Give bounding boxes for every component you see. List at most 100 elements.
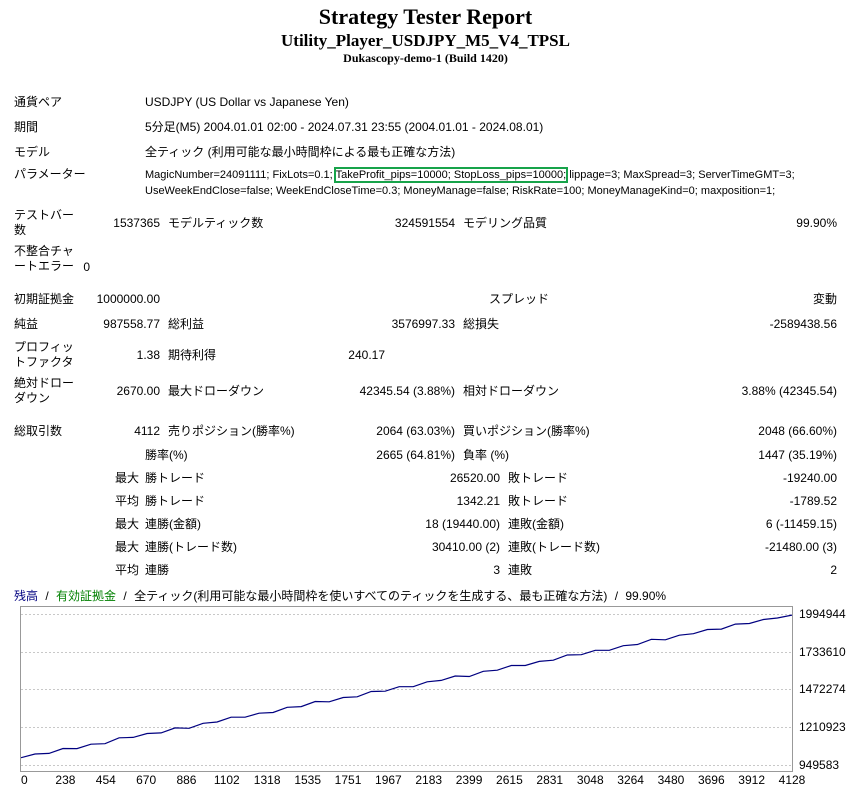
- ticks-label: モデルティック数: [168, 215, 264, 230]
- x-axis-tick-label: 238: [55, 773, 76, 787]
- average-profit-value: 1342.21: [456, 494, 500, 508]
- balance-chart-section: 残高 / 有効証拠金 / 全ティック(利用可能な最小時間枠を使いすべてのティック…: [14, 588, 851, 788]
- largest-loss-label: 敗トレード: [508, 471, 569, 485]
- x-axis-tick-label: 2399: [455, 773, 483, 787]
- profit-trades-value: 2665 (64.81%): [376, 447, 455, 462]
- row-drawdown: 絶対ドローダウン 2670.00 最大ドローダウン 42345.54 (3.88…: [14, 373, 837, 409]
- balance-chart: 949583 1210923 1472274 1733610 1994944 0 238 4…: [10, 606, 851, 788]
- legend-model-label: 全ティック(利用可能な最小時間枠を使いすべてのティックを生成する、最も正確な方法…: [134, 589, 608, 603]
- consec-wins-count-label: 連勝(トレード数): [145, 540, 237, 554]
- x-axis-labels: 0 238 454 670 886 1102 1318 1535 1751 1967 2183 239…: [20, 773, 805, 788]
- x-axis-tick-label: 3048: [576, 773, 604, 787]
- x-axis-tick-label: 3480: [657, 773, 685, 787]
- row-avg-consecutive: 平均 連勝 3 連敗 2: [14, 559, 837, 582]
- avgconsec-qualifier: 平均: [115, 563, 140, 577]
- x-axis-tick-label: 1318: [253, 773, 281, 787]
- model-value: 全ティック (利用可能な最小時間枠による最も正確な方法): [145, 145, 456, 159]
- total-trades-label: 総取引数: [14, 423, 63, 438]
- gross-loss-label: 総損失: [463, 317, 500, 331]
- mismatch-value: 0: [83, 260, 90, 274]
- ticks-value: 324591554: [394, 215, 455, 230]
- quality-label: モデリング品質: [463, 215, 548, 230]
- long-positions-label: 買いポジション(勝率%): [463, 423, 590, 438]
- row-profit-factor: プロフィットファクタ 1.38 期待利得 240.17: [14, 337, 837, 373]
- average-qualifier: 平均: [115, 494, 140, 508]
- x-axis-tick-label: 3696: [697, 773, 725, 787]
- balance-line: [20, 614, 793, 759]
- x-axis-tick-label: 0: [21, 773, 28, 787]
- row-model: モデル 全ティック (利用可能な最小時間枠による最も正確な方法): [14, 140, 837, 165]
- symbol-label: 通貨ペア: [14, 95, 63, 109]
- model-label: モデル: [14, 145, 51, 159]
- consec-wins-count-value: 30410.00 (2): [431, 540, 500, 554]
- consec-losses-amount-label: 連敗(金額): [508, 517, 564, 531]
- row-average-trade: 平均 勝トレード 1342.21 敗トレード -1789.52: [14, 490, 837, 513]
- x-axis-tick-label: 3912: [738, 773, 766, 787]
- server-build: Dukascopy-demo-1 (Build 1420): [343, 51, 508, 65]
- average-loss-value: -1789.52: [789, 494, 837, 508]
- largest-loss-value: -19240.00: [782, 471, 837, 485]
- row-max-consecutive-amount: 最大 連勝(金額) 18 (19440.00) 連敗(金額) 6 (-11459…: [14, 513, 837, 536]
- chart-legend: 残高 / 有効証拠金 / 全ティック(利用可能な最小時間枠を使いすべてのティック…: [14, 588, 851, 605]
- x-axis-tick-label: 2183: [415, 773, 443, 787]
- quality-value: 99.90%: [796, 215, 837, 230]
- x-axis-tick-label: 2615: [496, 773, 523, 787]
- avg-consec-losses-value: 2: [830, 563, 837, 577]
- row-symbol: 通貨ペア USDJPY (US Dollar vs Japanese Yen): [14, 90, 837, 115]
- profit-trades-label: 勝率(%): [145, 447, 188, 462]
- abs-drawdown-label: 絶対ドローダウン: [14, 376, 75, 405]
- parameters-label: パラメーター: [14, 167, 86, 181]
- consec-losses-count-label: 連敗(トレード数): [508, 540, 600, 554]
- legend-equity-label: 有効証拠金: [56, 589, 117, 603]
- report-table: 通貨ペア USDJPY (US Dollar vs Japanese Yen) …: [14, 90, 837, 582]
- legend-separator: /: [614, 589, 619, 603]
- parameters-value: MagicNumber=24091111; FixLots=0.1; TakeP…: [145, 167, 837, 199]
- row-initial-deposit: 初期証拠金 1000000.00 スプレッド 変動: [14, 287, 837, 312]
- report-header: Strategy Tester Report Utility_Player_US…: [0, 0, 851, 66]
- row-total-trades: 総取引数 4112 売りポジション(勝率%) 2064 (63.03%) 買いポ…: [14, 419, 837, 443]
- y-axis-labels: 949583 1210923 1472274 1733610 1994944: [799, 606, 851, 772]
- avg-consec-losses-label: 連敗: [508, 563, 533, 577]
- parameters-before: MagicNumber=24091111; FixLots=0.1;: [145, 169, 336, 181]
- net-profit-label: 純益: [14, 317, 39, 331]
- gross-profit-label: 総利益: [168, 317, 205, 331]
- average-profit-label: 勝トレード: [145, 494, 206, 508]
- expected-payoff-label: 期待利得: [168, 347, 217, 362]
- chart-plot-area: [20, 606, 793, 772]
- avg-consec-wins-value: 3: [493, 563, 500, 577]
- largest-profit-label: 勝トレード: [145, 471, 206, 485]
- x-axis-tick-label: 670: [136, 773, 157, 787]
- legend-balance-label: 残高: [14, 589, 39, 603]
- bars-label: テストバー数: [14, 208, 75, 237]
- maxconsec-amount-qualifier: 最大: [115, 517, 140, 531]
- balance-curve-svg: [20, 614, 793, 766]
- profit-factor-value: 1.38: [136, 347, 160, 362]
- maxconsec-count-qualifier: 最大: [115, 540, 140, 554]
- x-axis-tick-label: 1535: [294, 773, 322, 787]
- profit-factor-label: プロフィットファクタ: [14, 340, 74, 369]
- x-axis-tick-label: 3264: [617, 773, 644, 787]
- period-label: 期間: [14, 120, 39, 134]
- max-drawdown-value: 42345.54 (3.88%): [359, 383, 455, 398]
- row-largest-trade: 最大 勝トレード 26520.00 敗トレード -19240.00: [14, 467, 837, 490]
- symbol-value: USDJPY (US Dollar vs Japanese Yen): [145, 95, 349, 109]
- consec-wins-amount-label: 連勝(金額): [145, 517, 201, 531]
- largest-qualifier: 最大: [115, 471, 140, 485]
- legend-quality-value: 99.90%: [625, 589, 667, 603]
- avg-consec-wins-label: 連勝: [145, 563, 170, 577]
- bars-value: 1537365: [113, 215, 160, 230]
- y-axis-tick-label: 1472274: [799, 682, 846, 697]
- rel-drawdown-value: 3.88% (42345.54): [741, 383, 837, 398]
- deposit-label: 初期証拠金: [14, 292, 75, 306]
- consec-wins-amount-value: 18 (19440.00): [425, 517, 500, 531]
- legend-separator: /: [45, 589, 49, 603]
- y-axis-tick-label: 1994944: [799, 607, 846, 621]
- deposit-value: 1000000.00: [96, 292, 160, 306]
- x-axis-tick-label: 1102: [213, 773, 240, 787]
- parameters-line2: UseWeekEndClose=false; WeekEndCloseTime=…: [145, 185, 776, 197]
- max-drawdown-label: 最大ドローダウン: [168, 383, 265, 398]
- y-axis-tick-label: 949583: [799, 758, 840, 772]
- parameters-after: lippage=3; MaxSpread=3; ServerTimeGMT=3;: [566, 169, 795, 181]
- row-max-consecutive-count: 最大 連勝(トレード数) 30410.00 (2) 連敗(トレード数) -214…: [14, 536, 837, 559]
